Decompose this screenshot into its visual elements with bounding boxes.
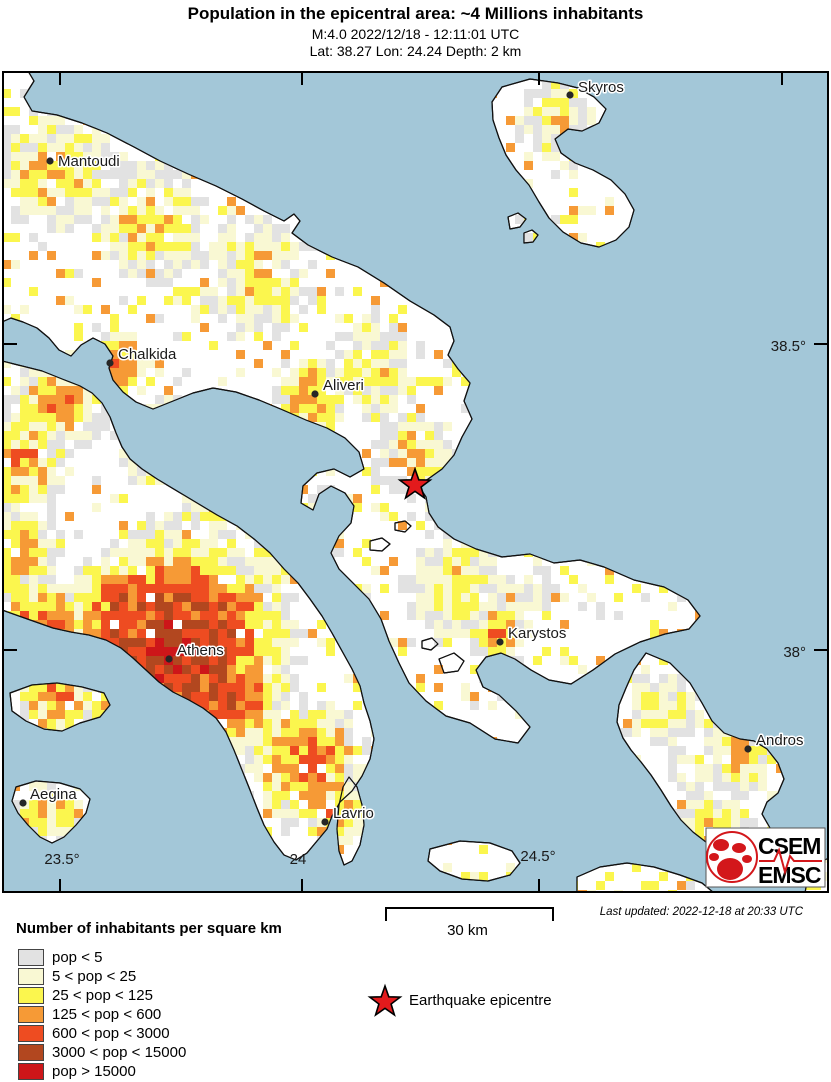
islet-gulf-b [394, 520, 412, 533]
legend-swatch [18, 968, 44, 985]
graticule-label: 38° [783, 644, 806, 661]
islet-skyros-a [507, 212, 527, 230]
population-map: 38.5° 38° 23.5° 24 24.5° Mantoudi Skyros Chalk… [1, 70, 830, 894]
land-salamina [9, 682, 111, 732]
legend-label: 600 < pop < 3000 [52, 1025, 170, 1042]
city-dot [321, 818, 329, 826]
legend-label: 125 < pop < 600 [52, 1006, 162, 1023]
land-attica-mainland [1, 360, 375, 861]
land-kea [427, 840, 521, 882]
legend-label: pop > 15000 [52, 1063, 136, 1080]
legend-swatch [18, 949, 44, 966]
city-dot [566, 91, 574, 99]
legend-label: 5 < pop < 25 [52, 968, 137, 985]
last-updated-text: Last updated: 2022-12-18 at 20:33 UTC [599, 906, 803, 918]
graticule-label: 23.5° [44, 851, 79, 868]
legend-swatch [18, 1044, 44, 1061]
city-dot [19, 799, 27, 807]
legend-swatch [18, 987, 44, 1004]
city-dot [165, 655, 173, 663]
legend-title: Number of inhabitants per square km [16, 920, 282, 937]
islet-skyros-b [523, 229, 539, 244]
legend-swatch [18, 1025, 44, 1042]
page-title: Population in the epicentral area: ~4 Mi… [187, 4, 644, 23]
event-magnitude-datetime: M:4.0 2022/12/18 - 12:11:01 UTC [311, 26, 520, 42]
logo-seismogram-icon [759, 847, 822, 876]
csem-emsc-logo: CSEM EMSC [705, 827, 826, 888]
graticule-label: 24 [290, 851, 307, 868]
city-label: Skyros [578, 79, 624, 96]
legend-swatch [18, 1063, 44, 1080]
logo-text-emsc: EMSC [758, 862, 821, 888]
legend-row: pop < 5 [18, 948, 186, 967]
city-dot [106, 359, 114, 367]
graticule-labels: 38.5° 38° 23.5° 24 24.5° [44, 338, 806, 868]
legend-row: 25 < pop < 125 [18, 986, 186, 1005]
islet-karystos-a [438, 652, 465, 674]
islet-gulf-a [369, 537, 391, 552]
legend-row: 3000 < pop < 15000 [18, 1043, 186, 1062]
graticule-label: 38.5° [771, 338, 806, 355]
legend-row: pop > 15000 [18, 1062, 186, 1081]
legend-row: 600 < pop < 3000 [18, 1024, 186, 1043]
city-label: Mantoudi [58, 153, 120, 170]
city-label: Chalkida [118, 346, 177, 363]
legend-rows: pop < 5 5 < pop < 25 25 < pop < 125 125 < p… [18, 948, 186, 1081]
legend-swatch [18, 1006, 44, 1023]
land-skyros [491, 78, 635, 248]
legend-row: 125 < pop < 600 [18, 1005, 186, 1024]
legend-row: 5 < pop < 25 [18, 967, 186, 986]
epicenter-star-icon [397, 466, 433, 500]
city-label: Andros [756, 732, 804, 749]
land-makronisos [336, 776, 365, 866]
epicenter-legend-label: Earthquake epicentre [409, 992, 552, 1009]
legend-label: pop < 5 [52, 949, 103, 966]
legend-label: 3000 < pop < 15000 [52, 1044, 187, 1061]
graticule-label: 24.5° [520, 848, 555, 865]
city-label: Aliveri [323, 377, 364, 394]
city-label: Karystos [508, 625, 566, 642]
map-border [2, 71, 829, 893]
city-markers: Mantoudi Skyros Chalkida Aliveri Karystos Ath… [19, 78, 805, 826]
scale-bar [385, 907, 554, 921]
event-coordinates-depth: Lat: 38.27 Lon: 24.24 Depth: 2 km [309, 43, 522, 59]
legend-label: 25 < pop < 125 [52, 987, 153, 1004]
city-label: Lavrio [333, 805, 374, 822]
map-container: 38.5° 38° 23.5° 24 24.5° Mantoudi Skyros Chalk… [1, 70, 830, 894]
city-label: Aegina [30, 786, 77, 803]
city-dot [496, 638, 504, 646]
epicenter-legend-star-icon [367, 983, 403, 1017]
city-label: Athens [177, 642, 224, 659]
city-dot [744, 745, 752, 753]
graticule-ticks [2, 71, 829, 893]
city-dot [311, 390, 319, 398]
scale-bar-label: 30 km [447, 922, 488, 939]
land-aegina [11, 780, 91, 844]
islet-karystos-b [421, 637, 439, 651]
land-euboea-north [1, 70, 701, 744]
logo-text-csem: CSEM [758, 833, 820, 859]
city-dot [46, 157, 54, 165]
